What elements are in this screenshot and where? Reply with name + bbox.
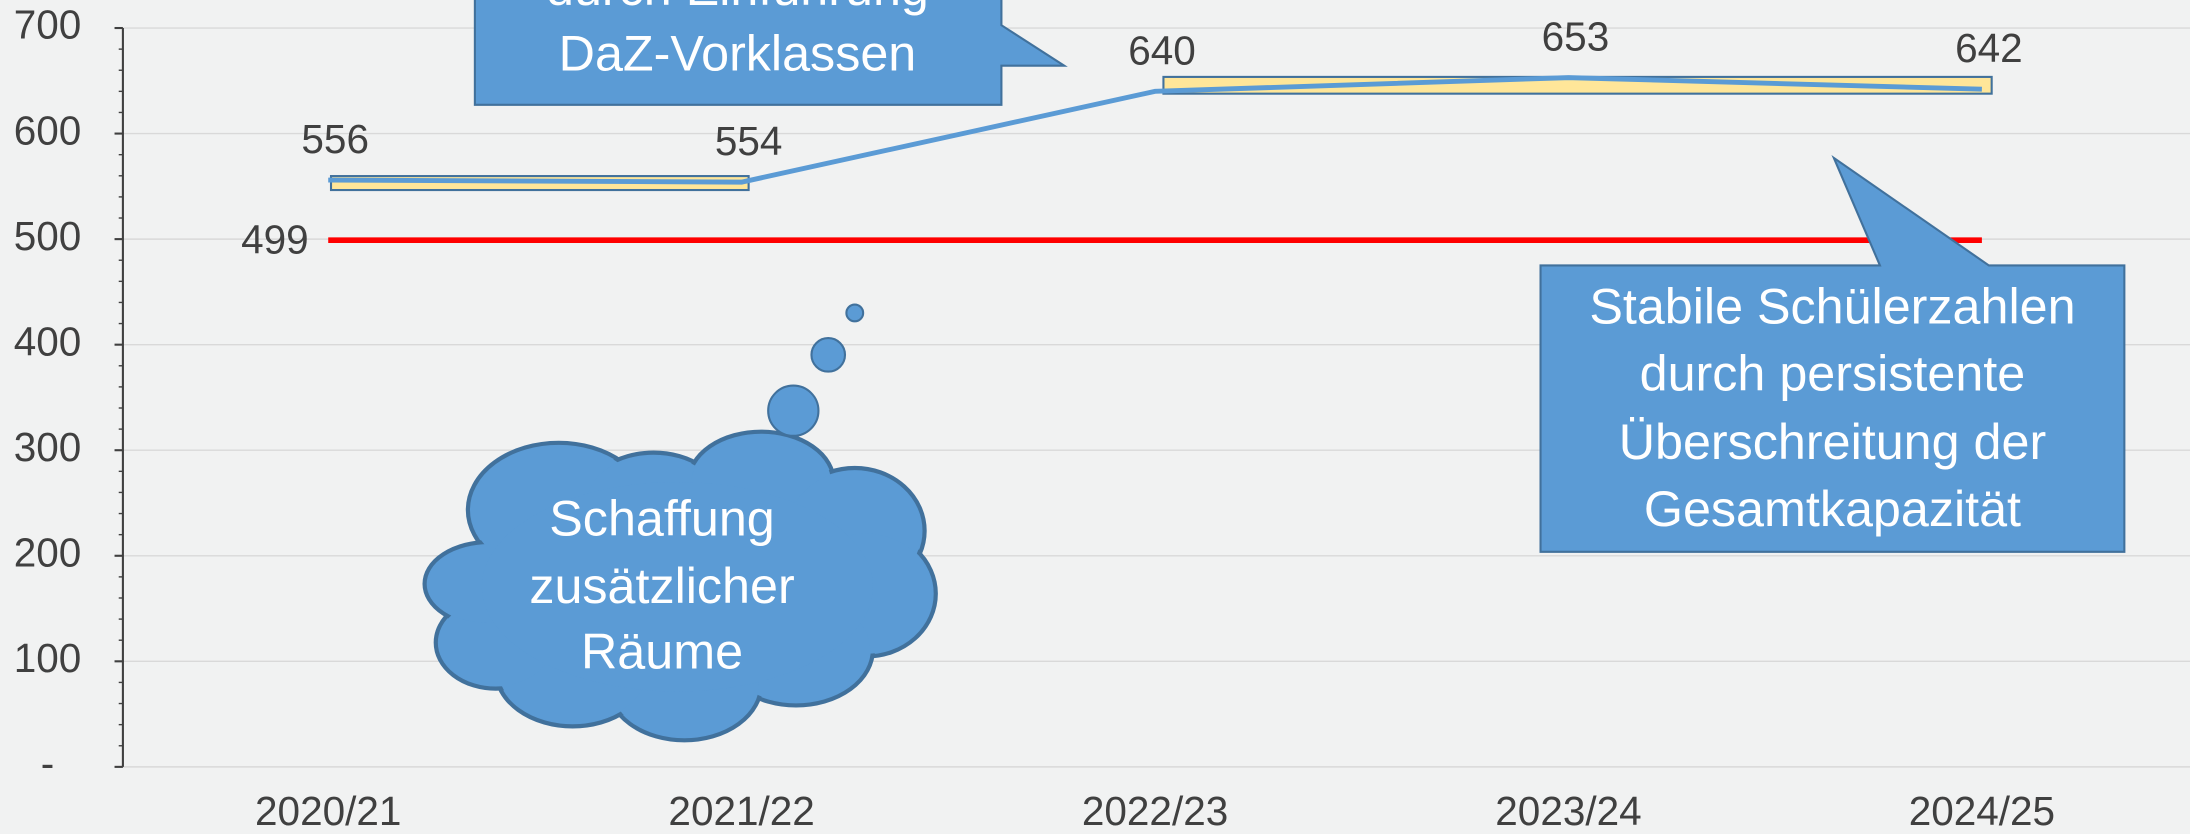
cloud-text: zusätzlicher	[529, 557, 794, 614]
data-label: 640	[1128, 27, 1196, 73]
plot: 556 554 640 653 642 499	[241, 14, 2023, 263]
y-tick-label: 700	[14, 2, 82, 48]
x-tick-label: 2022/23	[1082, 788, 1228, 834]
y-tick-label: 400	[14, 318, 82, 364]
data-label: 554	[715, 118, 783, 164]
y-tick-label: 500	[14, 213, 82, 259]
x-tick-label: 2024/25	[1909, 788, 2055, 834]
y-tick-label: 300	[14, 424, 82, 470]
x-tick-label: 2021/22	[668, 788, 814, 834]
callout-text: Stabile Schülerzahlen	[1589, 277, 2075, 334]
callout-text: durch persistente	[1640, 344, 2026, 401]
callout-text: durch Einführung	[546, 0, 929, 16]
data-label: 642	[1955, 25, 2023, 71]
data-label: 653	[1542, 14, 1610, 60]
cloud-text: Räume	[581, 622, 743, 679]
y-tick-label: 600	[14, 107, 82, 153]
callout-text: Überschreitung der	[1619, 413, 2046, 470]
x-tick-label: 2023/24	[1495, 788, 1641, 834]
series-line	[328, 75, 1982, 185]
callout-text: Gesamtkapazität	[1644, 480, 2021, 537]
callout-text: DaZ-Vorklassen	[559, 25, 917, 82]
callout-shape	[1539, 154, 2126, 553]
x-tick-label: 2020/21	[255, 788, 401, 834]
data-label: 556	[301, 116, 369, 162]
y-tick-label: 200	[14, 529, 82, 575]
callout-right: Stabile Schülerzahlen durch persistente …	[1539, 154, 2126, 553]
thought-cloud: Schaffung zusätzlicher Räume	[422, 303, 938, 743]
callout-top: durch Einführung DaZ-Vorklassen	[473, 0, 1068, 106]
callout-shape	[473, 0, 1068, 106]
y-tick-label: -	[41, 741, 54, 787]
y-tick-label: 100	[14, 635, 82, 681]
data-label: 499	[241, 217, 309, 263]
cloud-text: Schaffung	[549, 490, 774, 547]
